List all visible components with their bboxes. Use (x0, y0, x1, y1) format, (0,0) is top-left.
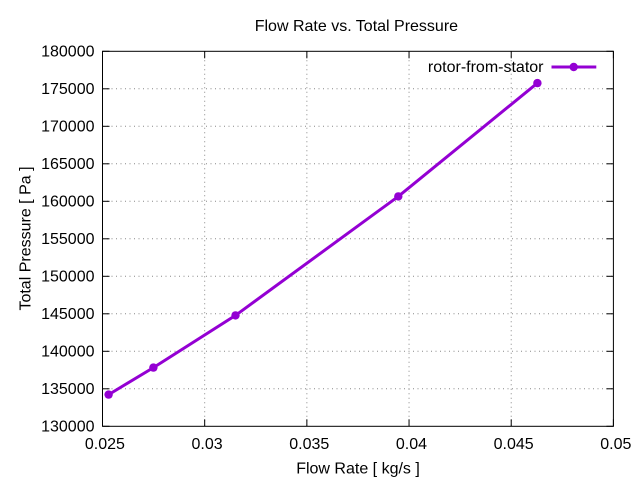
svg-text:0.03: 0.03 (192, 436, 223, 453)
svg-text:0.025: 0.025 (85, 436, 125, 453)
svg-text:130000: 130000 (41, 418, 94, 435)
svg-text:Total Pressure [ Pa ]: Total Pressure [ Pa ] (18, 166, 35, 310)
svg-text:0.035: 0.035 (289, 436, 329, 453)
svg-text:rotor-from-stator: rotor-from-stator (428, 59, 544, 76)
svg-text:Flow Rate [ kg/s ]: Flow Rate [ kg/s ] (296, 460, 420, 477)
svg-text:150000: 150000 (41, 268, 94, 285)
svg-text:175000: 175000 (41, 81, 94, 98)
svg-text:135000: 135000 (41, 381, 94, 398)
svg-text:Flow Rate vs. Total Pressure: Flow Rate vs. Total Pressure (255, 18, 458, 35)
svg-text:165000: 165000 (41, 156, 94, 173)
svg-text:0.045: 0.045 (494, 436, 534, 453)
svg-text:155000: 155000 (41, 231, 94, 248)
svg-text:160000: 160000 (41, 193, 94, 210)
svg-text:140000: 140000 (41, 343, 94, 360)
svg-text:0.05: 0.05 (600, 436, 631, 453)
svg-text:170000: 170000 (41, 118, 94, 135)
svg-text:180000: 180000 (41, 43, 94, 60)
svg-text:145000: 145000 (41, 306, 94, 323)
svg-text:0.04: 0.04 (396, 436, 427, 453)
